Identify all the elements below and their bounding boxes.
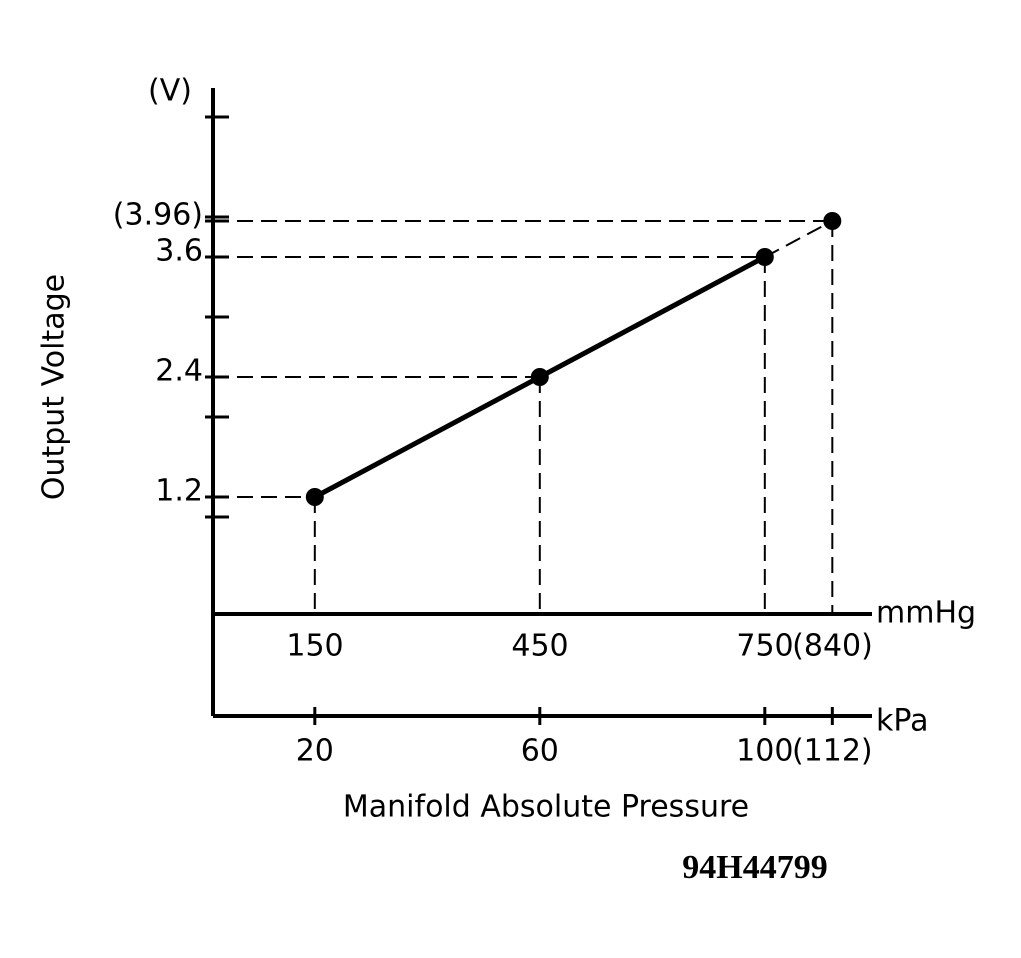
line-segment xyxy=(764,220,833,258)
line-segment xyxy=(313,374,541,500)
data-point xyxy=(755,248,774,266)
figure-id: 94H44799 xyxy=(682,849,827,886)
x-tick-label: 100 xyxy=(736,734,793,769)
y-tick-label: 2.4 xyxy=(155,354,203,389)
x-axis-label: Manifold Absolute Pressure xyxy=(343,790,749,825)
line-segment xyxy=(538,254,766,380)
x-tick-label: 60 xyxy=(521,734,559,769)
x2-tick-label: (840) xyxy=(792,629,873,664)
x-unit: kPa xyxy=(876,704,929,739)
y-unit: (V) xyxy=(148,74,192,109)
x-tick-label: 20 xyxy=(296,734,334,769)
x2-tick-label: 150 xyxy=(286,629,343,664)
x2-tick-label: 750 xyxy=(736,629,793,664)
y-tick-label: (3.96) xyxy=(113,198,203,233)
y-axis-label: Output Voltage xyxy=(37,274,72,500)
x-tick-label: (112) xyxy=(792,734,873,769)
data-point xyxy=(305,488,324,506)
y-tick-label: 1.2 xyxy=(155,474,203,509)
x2-tick-label: 450 xyxy=(511,629,568,664)
data-point xyxy=(530,368,549,386)
x2-unit: mmHg xyxy=(876,596,976,631)
y-tick-label: 3.6 xyxy=(155,234,203,269)
data-point xyxy=(823,212,842,230)
